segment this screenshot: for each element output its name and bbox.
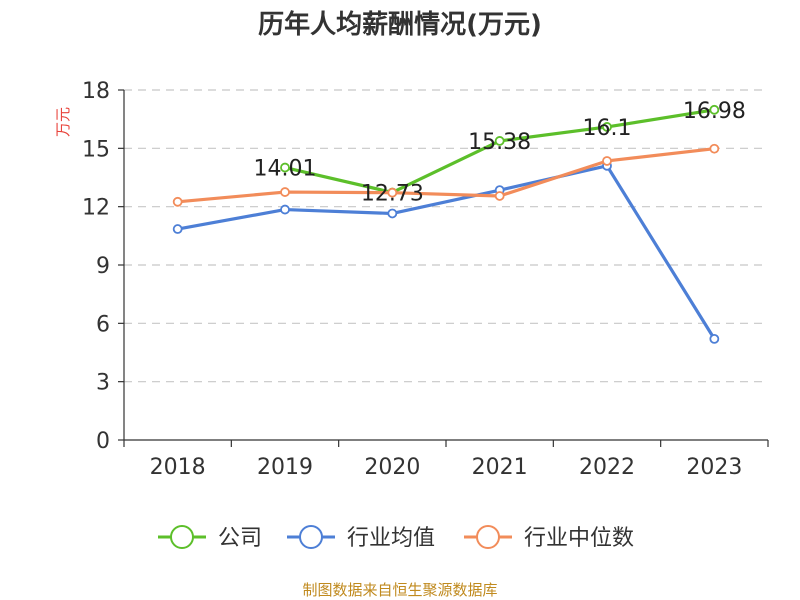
series-line-1 [176,164,716,341]
series-2-point-2019[interactable] [280,187,290,197]
data-label-2021: 15.38 [468,130,531,155]
series-line-2 [176,147,716,204]
x-tick-label-2018: 2018 [150,455,206,480]
data-label-2019: 14.01 [254,157,317,182]
x-tick-label-2023: 2023 [686,455,742,480]
y-tick-label: 3 [96,371,110,396]
legend-item-2[interactable]: 行业中位数 [464,525,634,551]
legend-marker-icon [170,525,194,549]
source-note: 制图数据来自恒生聚源数据库 [302,581,497,599]
axes: 0 3 6 9 12 15 18 2018 2019 2020 2021 2022 2023 [82,79,769,480]
legend-label: 行业中位数 [524,526,634,551]
y-tick-label: 9 [96,254,110,279]
series-0-point-2021[interactable] [494,136,505,146]
series-1-point-2019[interactable] [280,204,290,215]
y-tick-label: 12 [82,196,110,221]
legend-item-1[interactable]: 行业均值 [287,525,435,551]
series-2-point-2018[interactable] [172,196,183,207]
x-tick-label-2020: 2020 [364,455,420,480]
series-1-point-2018[interactable] [172,224,183,234]
series-layer [172,104,720,344]
grid-lines [124,89,768,383]
y-tick-label: 18 [82,79,110,104]
x-tick-label-2022: 2022 [579,455,635,480]
data-label-2022: 16.1 [583,116,632,141]
legend-marker-icon [299,525,323,549]
y-axis-label: 万元 [54,107,72,137]
series-1-point-2023[interactable] [709,333,720,344]
x-tick-label-2021: 2021 [472,455,528,480]
legend-label: 公司 [218,526,262,551]
data-label-2023: 16.98 [683,99,746,124]
data-labels: 14.01 12.73 15.38 16.1 16.98 [254,99,746,207]
series-2-point-2022[interactable] [602,156,612,166]
x-tick-label-2019: 2019 [257,455,313,480]
series-0-point-2023[interactable] [709,104,720,115]
legend-item-0[interactable]: 公司 [158,525,262,551]
legend-marker-icon [476,525,500,549]
series-0-point-2022[interactable] [602,122,612,132]
data-label-2020: 12.73 [361,181,424,206]
series-1-point-2020[interactable] [387,208,398,219]
series-2-point-2021[interactable] [494,191,505,201]
series-0-point-2019[interactable] [280,162,290,173]
y-tick-label: 15 [82,137,110,162]
series-2-point-2020[interactable] [387,187,398,198]
legend[interactable]: 公司 行业均值 行业中位数 [158,525,634,551]
chart-title: 历年人均薪酬情况(万元) [258,9,542,40]
legend-label: 行业均值 [347,526,435,551]
series-2-point-2023[interactable] [709,143,720,154]
y-tick-label: 6 [96,312,110,337]
y-tick-label: 0 [96,429,110,454]
